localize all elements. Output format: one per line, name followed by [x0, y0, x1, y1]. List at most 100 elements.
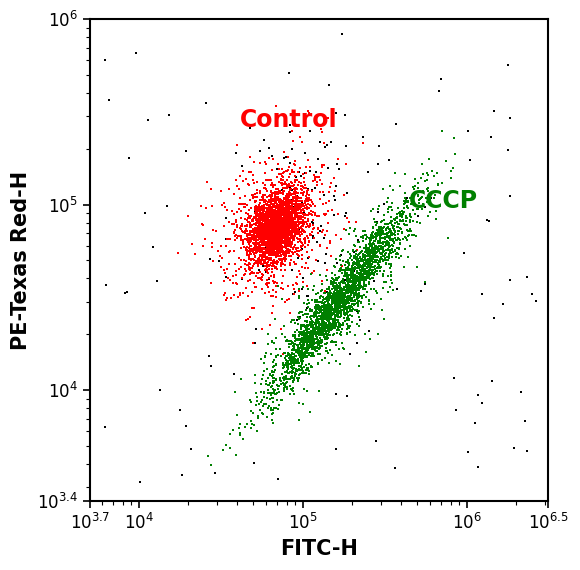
- Point: [334, 210, 343, 219]
- Point: [272, 224, 281, 233]
- Point: [361, 285, 370, 294]
- Point: [342, 288, 351, 297]
- Point: [274, 218, 284, 227]
- Point: [271, 209, 280, 218]
- Point: [333, 297, 342, 306]
- Point: [268, 259, 277, 268]
- Point: [301, 325, 310, 335]
- Point: [368, 256, 377, 265]
- Point: [269, 357, 278, 367]
- Point: [303, 328, 313, 337]
- Point: [252, 396, 262, 405]
- Point: [307, 318, 317, 327]
- Point: [256, 222, 266, 231]
- Point: [343, 275, 352, 284]
- Point: [287, 177, 296, 186]
- Point: [388, 242, 397, 251]
- Point: [316, 221, 325, 230]
- Point: [243, 251, 252, 260]
- Point: [404, 227, 413, 236]
- Point: [266, 405, 276, 414]
- Point: [343, 315, 352, 324]
- Point: [358, 262, 367, 271]
- Point: [266, 371, 275, 380]
- Point: [346, 274, 356, 283]
- Point: [267, 212, 276, 221]
- Point: [329, 287, 338, 296]
- Point: [358, 250, 368, 259]
- Point: [201, 99, 211, 108]
- Point: [329, 337, 338, 346]
- Point: [261, 262, 270, 271]
- Point: [350, 264, 360, 274]
- Point: [290, 189, 299, 198]
- Point: [324, 299, 333, 308]
- Point: [295, 370, 304, 380]
- Point: [356, 269, 365, 278]
- Point: [266, 382, 276, 392]
- Point: [305, 334, 314, 343]
- Point: [360, 262, 369, 271]
- Point: [286, 224, 295, 233]
- Point: [271, 225, 281, 234]
- Point: [344, 312, 353, 321]
- Point: [316, 349, 325, 359]
- Point: [256, 215, 265, 224]
- Point: [263, 262, 272, 271]
- Point: [276, 226, 285, 235]
- Point: [260, 220, 270, 229]
- Point: [255, 229, 264, 238]
- Point: [302, 368, 311, 377]
- Point: [370, 237, 379, 246]
- Point: [281, 240, 290, 249]
- Point: [296, 353, 305, 362]
- Point: [345, 298, 354, 307]
- Point: [340, 290, 350, 299]
- Point: [342, 304, 351, 314]
- Point: [240, 260, 249, 269]
- Point: [269, 231, 278, 240]
- Point: [237, 227, 246, 236]
- Point: [274, 381, 283, 390]
- Point: [402, 225, 411, 234]
- Point: [322, 226, 331, 235]
- Point: [267, 225, 276, 234]
- Point: [498, 299, 508, 308]
- Point: [266, 216, 275, 225]
- Point: [273, 206, 282, 215]
- Point: [359, 231, 368, 240]
- Point: [337, 262, 346, 271]
- Point: [315, 330, 324, 339]
- Point: [322, 319, 331, 328]
- Point: [325, 312, 334, 321]
- Point: [379, 266, 389, 275]
- Point: [290, 178, 299, 187]
- Point: [329, 317, 338, 327]
- Point: [292, 199, 302, 208]
- Point: [287, 205, 296, 214]
- Point: [282, 230, 292, 239]
- Point: [270, 225, 280, 234]
- Point: [311, 316, 321, 325]
- Point: [368, 251, 378, 260]
- Point: [253, 258, 262, 267]
- Point: [314, 303, 324, 312]
- Point: [307, 246, 316, 255]
- Point: [299, 342, 308, 351]
- Point: [258, 408, 267, 417]
- Point: [262, 200, 271, 209]
- Point: [349, 279, 358, 288]
- Point: [271, 249, 281, 258]
- Point: [342, 305, 351, 314]
- Point: [302, 322, 311, 331]
- Point: [278, 217, 288, 226]
- Point: [268, 218, 277, 227]
- Point: [280, 215, 289, 225]
- Point: [307, 319, 316, 328]
- Point: [377, 228, 386, 237]
- Point: [393, 249, 402, 258]
- Point: [394, 203, 403, 213]
- Point: [345, 311, 354, 320]
- Point: [296, 242, 306, 251]
- Point: [324, 316, 334, 325]
